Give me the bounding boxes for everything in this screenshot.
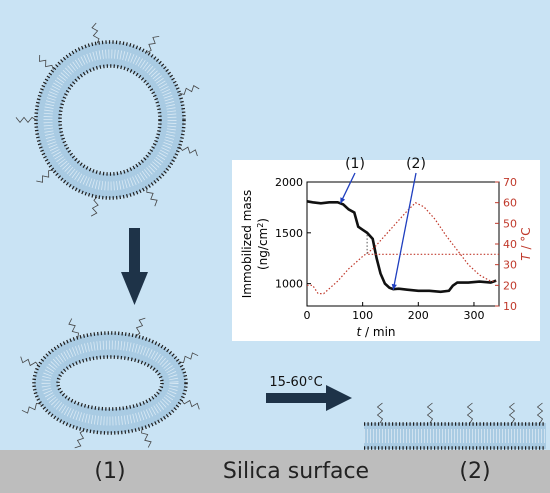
lipid-tail: [15, 116, 37, 124]
x-tick-label: 100: [352, 309, 373, 322]
adsorbed-vesicle: [20, 317, 200, 449]
adsorbed-vesicle-inner-leaflet: [56, 355, 164, 411]
callout-arrowhead: [391, 283, 397, 290]
lipid-tail: [146, 187, 158, 207]
y2-tick-label: 40: [503, 238, 517, 251]
adsorbed-vesicle-bilayer-tails: [41, 340, 179, 426]
y2-tick-label: 60: [503, 197, 517, 210]
y2-axis-label: T / °C: [519, 227, 533, 260]
y2-tick-label: 20: [503, 279, 517, 292]
y-tick-label: 1000: [275, 278, 303, 291]
inset-chart: 0 100 200 300 1000 1500 2000 10 20 30 40 50 60 70 (1) (…: [232, 156, 540, 341]
lipid-tail: [90, 196, 99, 217]
y-axis-label: Immobilized mass (ng/cm2): [240, 190, 270, 299]
lipid-tail: [20, 356, 39, 367]
lipid-tail: [178, 352, 199, 363]
lipid-tail: [68, 318, 79, 338]
state2-label: (2): [459, 459, 490, 484]
state1-label: (1): [94, 459, 125, 484]
y-tick-label: 1500: [275, 227, 303, 240]
free-vesicle: [15, 22, 200, 217]
x-axis-label: t / min: [356, 325, 395, 339]
vesicle-bilayer-tails: [43, 49, 177, 191]
temperature-step-label: 15-60°C: [269, 375, 322, 390]
lipid-tail: [74, 429, 85, 449]
callout-arrowhead: [340, 197, 346, 204]
lipid-tail: [376, 402, 384, 424]
lipid-tail: [466, 402, 474, 424]
lipid-tail: [181, 399, 200, 410]
lipid-tail: [36, 169, 54, 183]
lipid-tail: [39, 54, 54, 70]
supported-bilayer: [364, 402, 546, 450]
surface-label: Silica surface: [223, 459, 369, 484]
lipid-tail: [141, 428, 152, 448]
x-tick-label: 0: [304, 309, 311, 322]
y2-tick-label: 50: [503, 217, 517, 230]
lipid-tail: [508, 402, 516, 424]
x-tick-label: 200: [408, 309, 429, 322]
silica-substrate: [0, 450, 550, 493]
callout-label: (2): [406, 156, 426, 172]
lipid-tail: [135, 317, 146, 337]
callout-arrow: [339, 172, 356, 204]
lipid-tail: [179, 85, 200, 95]
callout-arrow: [392, 172, 417, 290]
lipid-tail: [21, 403, 42, 414]
lipid-tail: [91, 22, 100, 44]
y2-tick-label: 70: [503, 176, 517, 189]
lipid-tail: [179, 146, 198, 157]
adsorption-arrow: [121, 228, 148, 305]
lipid-tail: [146, 36, 160, 53]
vesicle-inner-leaflet: [58, 64, 162, 176]
inset-panel: [232, 160, 540, 341]
y2-tick-label: 30: [503, 259, 517, 272]
temperature-series-line: [307, 201, 497, 295]
lipid-tail: [426, 402, 434, 424]
x-tick-label: 300: [463, 309, 484, 322]
y2-tick-label: 10: [503, 300, 517, 313]
callout-label: (1): [345, 156, 365, 172]
y-tick-label: 2000: [275, 176, 303, 189]
mass-series-line: [306, 200, 497, 294]
temperature-arrow: [266, 385, 352, 411]
lipid-tail: [536, 402, 544, 424]
